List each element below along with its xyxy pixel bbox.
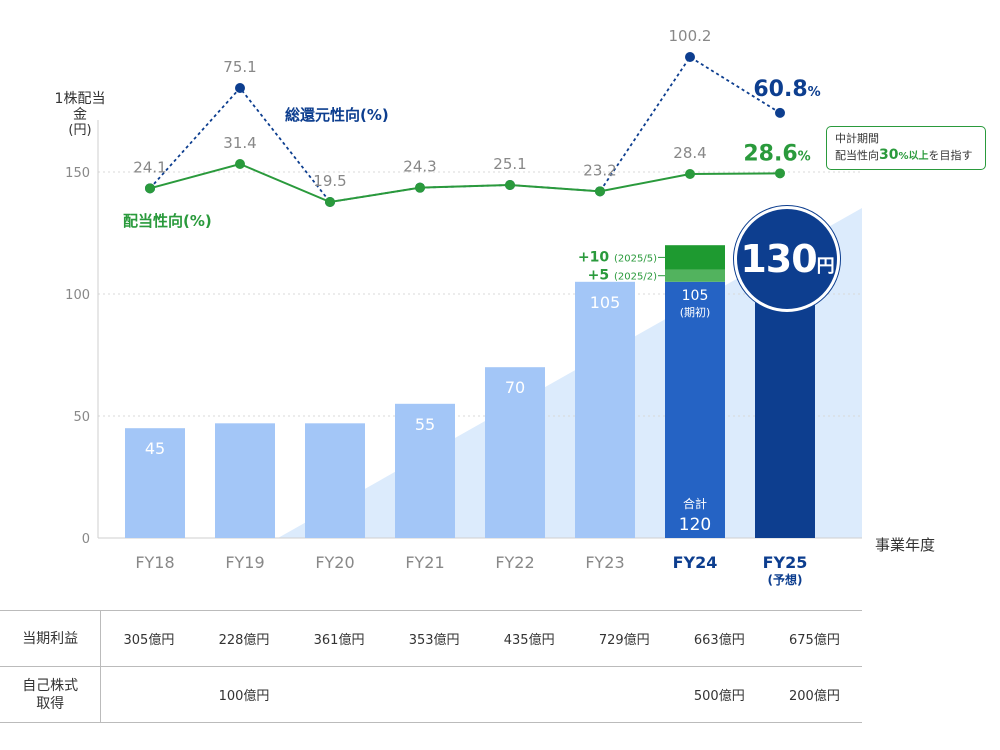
fy24-base-label: 105	[682, 288, 709, 304]
fy24-total-label: 合計	[683, 496, 707, 511]
callout-line1: 中計期間	[835, 132, 879, 145]
x-axis-title: 事業年度	[875, 536, 935, 554]
payout-label: 31.4	[223, 134, 256, 152]
forecast-note: (予想)	[768, 572, 803, 587]
payout-point	[775, 168, 785, 179]
row-header-buyback-line2: 取得	[36, 695, 65, 712]
total-return-label: 100.2	[669, 27, 712, 45]
x-category-label: FY22	[495, 553, 534, 572]
callout-post: を目指す	[928, 149, 973, 162]
target-callout: 中計期間 配当性向30%以上を目指す	[826, 126, 986, 170]
dividend-bar	[305, 423, 365, 538]
payout-point	[145, 183, 155, 194]
payout-point	[595, 186, 605, 197]
table-cell: 435億円	[481, 610, 577, 667]
payout-point	[325, 197, 335, 207]
fy24-increment-bar	[665, 269, 725, 282]
table-cell: 675億円	[766, 610, 862, 667]
fy24-increment-bar	[665, 245, 725, 270]
total-return-last-label: 60.8%	[753, 77, 820, 102]
fy24-base-note: (期初)	[680, 305, 711, 319]
row-header-buyback: 自己株式 取得	[0, 666, 102, 723]
increment-label: +5 (2025/2)	[588, 268, 657, 284]
table-cell	[386, 666, 482, 723]
x-category-label: FY19	[225, 553, 264, 572]
dividend-bar	[395, 403, 455, 538]
financial-table: 当期利益 305億円 228億円 361億円 353億円 435億円 729億円…	[0, 610, 862, 723]
x-category-label: FY25	[763, 553, 808, 572]
payout-line	[149, 162, 781, 204]
table-row-buyback: 自己株式 取得 100億円 500億円 200億円	[0, 666, 862, 723]
callout-pre: 配当性向	[835, 149, 879, 162]
fy25-dividend-badge: 130円	[734, 206, 840, 312]
x-category-label: FY21	[405, 553, 444, 572]
payout-point	[235, 159, 245, 169]
y-axis-unit: (円)	[68, 123, 92, 138]
x-category-label: FY18	[135, 553, 174, 572]
row-header-profit: 当期利益	[0, 610, 102, 667]
dividend-bar	[575, 281, 635, 538]
payout-label: 25.1	[493, 155, 526, 173]
table-cell: 353億円	[386, 610, 482, 667]
table-row-profit: 当期利益 305億円 228億円 361億円 353億円 435億円 729億円…	[0, 610, 862, 667]
badge-value: 130	[740, 237, 817, 281]
table-cell	[100, 666, 197, 723]
y-axis-label: 1株配当金 (円)	[52, 91, 108, 139]
callout-highlight: 30%以上	[879, 147, 929, 163]
x-category-label: FY24	[673, 553, 718, 572]
table-cell: 100億円	[196, 666, 292, 723]
total-return-label: 75.1	[223, 58, 256, 76]
callout-highlight-value: 30	[879, 147, 899, 163]
y-axis-title: 1株配当金	[54, 91, 106, 123]
table-cell	[291, 666, 387, 723]
payout-legend: 配当性向(%)	[123, 212, 212, 230]
table-cell: 200億円	[766, 666, 862, 723]
dividend-bar	[125, 428, 185, 538]
payout-label: 19.5	[313, 172, 346, 190]
row-header-buyback-line1: 自己株式	[22, 677, 79, 694]
total-return-point	[775, 107, 785, 118]
y-tick-label: 50	[73, 410, 90, 425]
increment-label: +10 (2025/5)	[578, 249, 657, 265]
dividend-bar	[485, 367, 545, 538]
bar-value-label: 105	[590, 293, 621, 312]
payout-label: 24.1	[133, 158, 166, 176]
payout-point	[415, 182, 425, 193]
badge-unit: 円	[816, 256, 835, 277]
total-return-point	[685, 52, 695, 62]
x-category-label: FY20	[315, 553, 354, 572]
payout-point	[505, 180, 515, 190]
fy24-base-bar	[665, 281, 725, 538]
payout-point	[685, 169, 695, 179]
y-tick-label: 0	[82, 532, 90, 547]
total-return-line	[149, 55, 781, 203]
y-tick-label: 150	[65, 166, 90, 181]
payout-last-label: 28.6%	[743, 141, 810, 166]
table-cell: 729億円	[576, 610, 672, 667]
bar-value-label: 70	[505, 378, 525, 397]
table-cell: 663億円	[671, 610, 767, 667]
table-cell	[576, 666, 672, 723]
table-cell	[481, 666, 577, 723]
table-cell: 228億円	[196, 610, 292, 667]
total-return-point	[235, 83, 245, 93]
payout-label: 28.4	[673, 144, 706, 162]
table-cell: 500億円	[671, 666, 767, 723]
callout-line2: 配当性向30%以上を目指す	[835, 147, 985, 165]
x-category-label: FY23	[585, 553, 624, 572]
table-cell: 361億円	[291, 610, 387, 667]
total-return-legend: 総還元性向(%)	[285, 106, 389, 124]
bar-value-label: 55	[415, 415, 435, 434]
dividend-bar	[215, 423, 275, 538]
chart-svg: 0 50 100 150 45 55 70 105 +5 (2025/2) +10 (2025/5…	[65, 27, 935, 587]
y-tick-label: 100	[65, 288, 90, 303]
bar-value-label: 45	[145, 439, 165, 458]
table-cell: 305億円	[100, 610, 197, 667]
callout-highlight-unit: %以上	[898, 151, 929, 162]
fy24-total-value: 120	[679, 515, 711, 535]
payout-label: 24.3	[403, 158, 436, 176]
payout-label: 23.2	[583, 161, 616, 179]
